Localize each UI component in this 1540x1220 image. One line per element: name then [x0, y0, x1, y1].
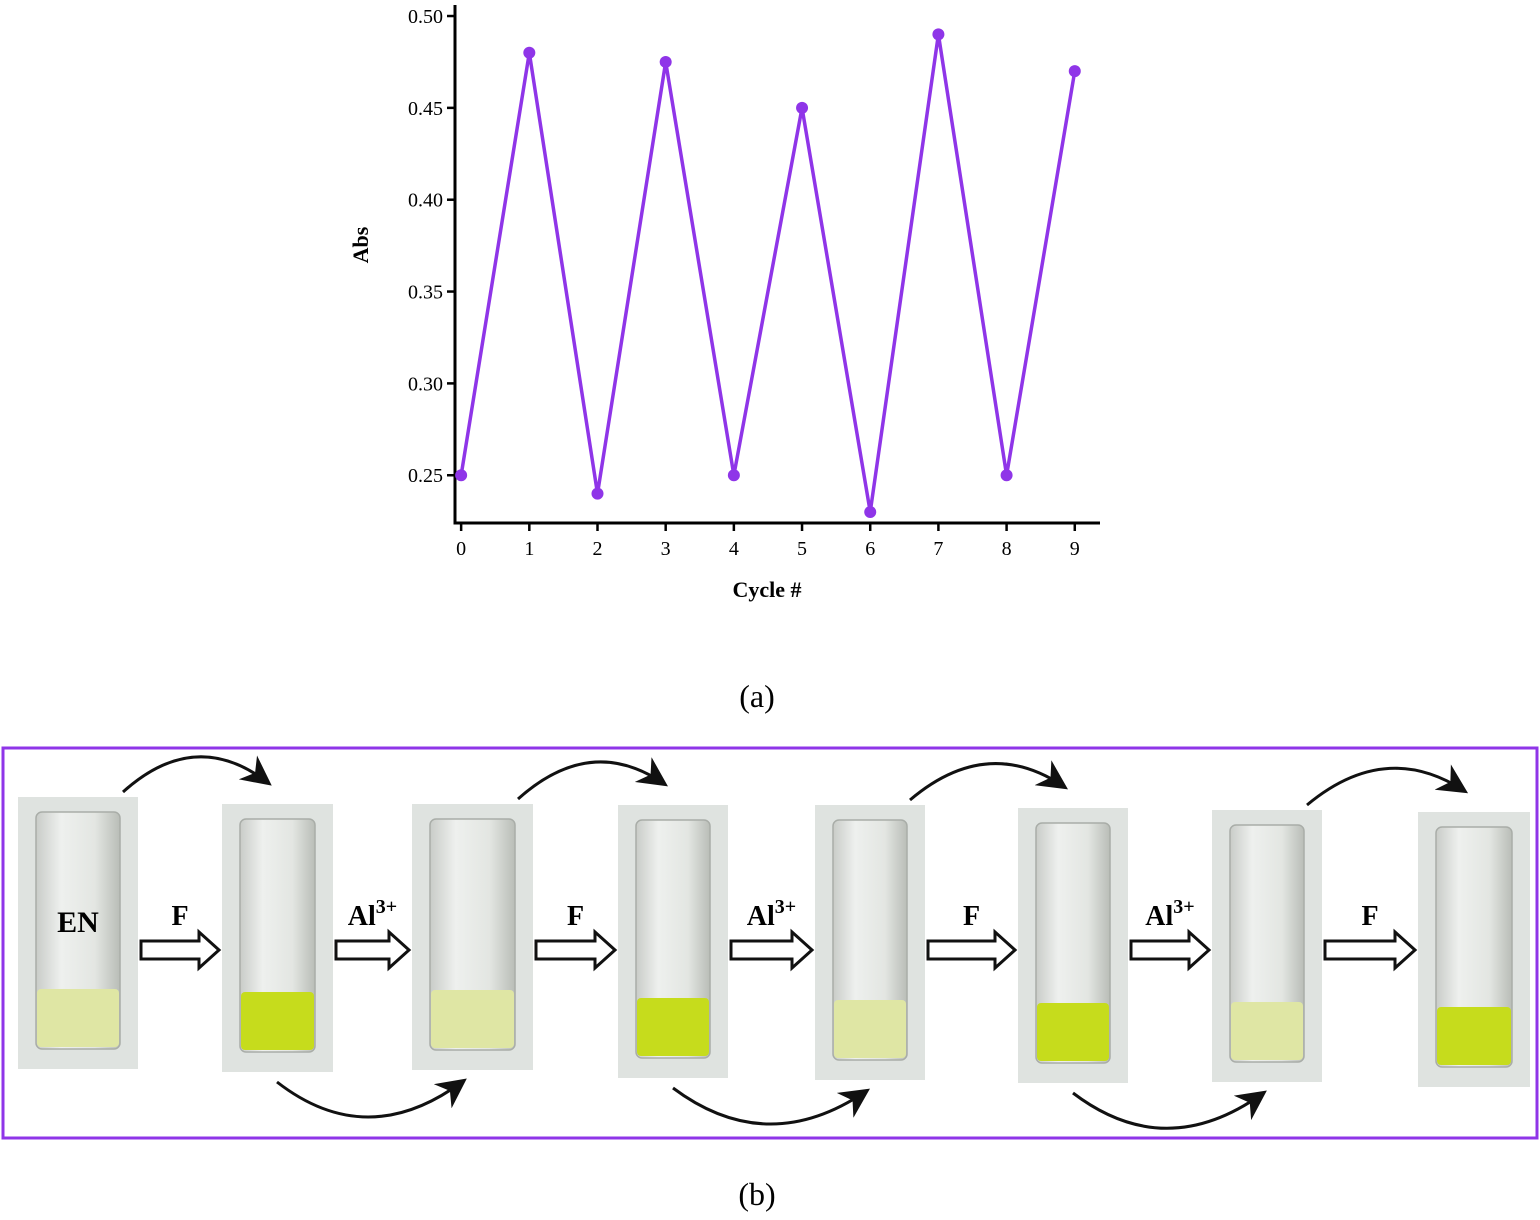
- reagent-label: F: [567, 901, 584, 932]
- step-arrow: [334, 928, 412, 972]
- y-tick-label: 0.40: [408, 190, 443, 212]
- transition-arrow: [909, 760, 1068, 802]
- reagent-label: F: [963, 901, 980, 932]
- y-axis-label: Abs: [348, 226, 373, 263]
- vial-liquid: [431, 990, 514, 1048]
- transition-arrow: [672, 1086, 870, 1126]
- transition-arrow: [1306, 764, 1469, 807]
- data-point: [659, 55, 672, 68]
- reagent-label: F: [1361, 901, 1378, 932]
- vial-liquid: [1437, 1007, 1511, 1065]
- step-arrow: [1129, 928, 1212, 972]
- x-tick-label: 3: [661, 538, 671, 560]
- panel-frame: [1, 746, 1539, 1140]
- x-tick-label: 0: [456, 538, 466, 560]
- reagent: F: [963, 901, 980, 932]
- data-point: [523, 46, 536, 59]
- transition-arrow: [1072, 1090, 1267, 1130]
- data-point: [932, 28, 945, 41]
- data-point: [727, 469, 740, 482]
- data-point: [1068, 65, 1081, 78]
- step-arrow: [534, 928, 618, 972]
- x-tick-label: 8: [1002, 538, 1012, 560]
- data-point: [796, 101, 809, 114]
- reagent: F: [1361, 901, 1378, 932]
- data-point: [1000, 469, 1013, 482]
- x-tick-label: 9: [1070, 538, 1080, 560]
- vial: [18, 797, 138, 1069]
- reagent-label: F: [171, 901, 188, 932]
- reagent-label: Al3+: [348, 896, 397, 932]
- x-tick-label: 2: [593, 538, 603, 560]
- y-tick-label: 0.45: [408, 98, 443, 120]
- reagent: Al: [1145, 901, 1173, 932]
- reagent-charge: 3+: [775, 896, 796, 918]
- step-arrow: [729, 928, 815, 972]
- step-arrow: [926, 928, 1018, 972]
- vial-label: EN: [57, 906, 99, 939]
- vial-liquid: [37, 989, 119, 1047]
- data-point: [591, 487, 604, 500]
- y-tick-label: 0.35: [408, 282, 443, 304]
- y-tick-label: 0.30: [408, 373, 443, 395]
- y-tick-label: 0.25: [408, 465, 443, 487]
- x-tick-label: 7: [933, 538, 943, 560]
- vial-liquid: [637, 998, 709, 1056]
- reagent-charge: 3+: [376, 896, 397, 918]
- vial-liquid: [1231, 1002, 1303, 1060]
- data-point: [455, 469, 468, 482]
- vial: [1018, 808, 1128, 1083]
- x-tick-label: 5: [797, 538, 807, 560]
- vial-liquid: [241, 992, 314, 1050]
- vial: [412, 804, 533, 1070]
- vial: [1418, 812, 1530, 1087]
- vial: [815, 805, 925, 1080]
- step-arrow: [139, 928, 222, 972]
- transition-arrow: [276, 1078, 467, 1119]
- reagent-label: Al3+: [1145, 896, 1194, 932]
- caption: (a): [739, 678, 775, 714]
- reagent: Al: [747, 901, 775, 932]
- reagent: F: [567, 901, 584, 932]
- x-tick-label: 1: [524, 538, 534, 560]
- data-line: [459, 34, 1077, 513]
- vial: [618, 805, 728, 1078]
- transition-arrow: [121, 755, 272, 794]
- vial: [1212, 810, 1322, 1082]
- y-tick-label: 0.50: [408, 6, 443, 28]
- transition-arrow: [516, 757, 668, 801]
- data-point: [864, 505, 877, 518]
- vial-liquid: [1037, 1003, 1109, 1061]
- reagent: F: [171, 901, 188, 932]
- reagent-label: Al3+: [747, 896, 796, 932]
- x-tick-label: 6: [865, 538, 875, 560]
- reagent-charge: 3+: [1173, 896, 1194, 918]
- caption: (b): [738, 1176, 775, 1212]
- reagent: Al: [348, 901, 376, 932]
- vial: [222, 804, 333, 1072]
- x-tick-label: 4: [729, 538, 739, 560]
- step-arrow: [1323, 928, 1418, 972]
- vial-liquid: [834, 1000, 906, 1058]
- x-axis-label: Cycle #: [732, 577, 801, 602]
